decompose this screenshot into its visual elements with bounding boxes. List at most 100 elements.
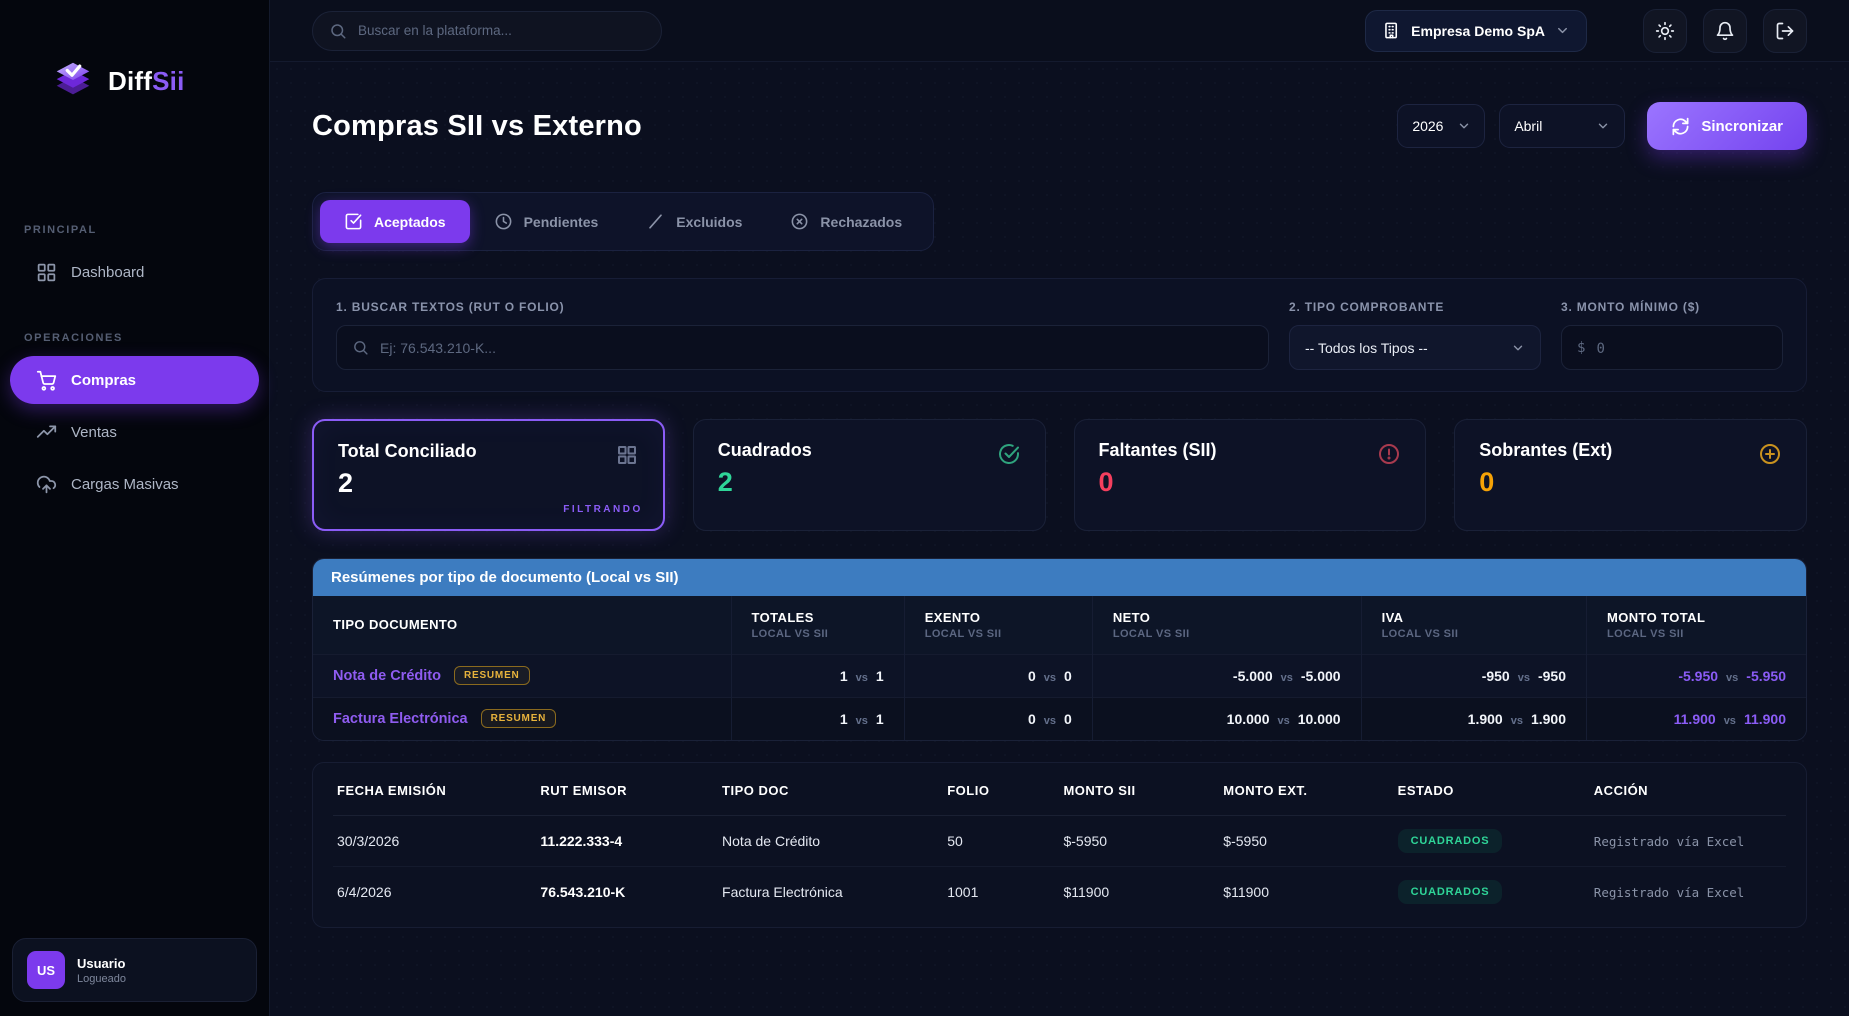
summary-row: Factura Electrónica RESUMEN 1 vs 1 0 vs 0 10… <box>313 697 1806 740</box>
table-row[interactable]: 30/3/2026 11.222.333-4 Nota de Crédito 5… <box>333 815 1786 866</box>
page-content: Compras SII vs Externo 2026 Abril Sincro… <box>270 62 1849 1016</box>
vs-label: vs <box>1043 714 1057 727</box>
value-sii: 11.900 <box>1743 710 1786 727</box>
chevron-down-icon <box>1511 341 1525 355</box>
value-sii: -5.950 <box>1746 667 1786 684</box>
cell-folio: 50 <box>947 832 963 849</box>
filter-amount-label: 3. MONTO MÍNIMO ($) <box>1561 300 1700 314</box>
logout-button[interactable] <box>1763 8 1807 53</box>
dashboard-grid-icon <box>36 262 57 283</box>
vs-label: vs <box>855 714 868 727</box>
check-square-icon <box>344 212 363 231</box>
month-value: Abril <box>1514 118 1543 134</box>
documents-table-panel: FECHA EMISIÓN RUT EMISOR TIPO DOC FOLIO … <box>312 762 1807 928</box>
col-header-monto-total: MONTO TOTAL LOCAL VS SII <box>1586 596 1806 654</box>
value-local: -950 <box>1481 667 1510 684</box>
user-card[interactable]: US Usuario Logueado <box>12 938 257 1002</box>
sidebar-item-label: Cargas Masivas <box>71 475 179 493</box>
value-local: -5.000 <box>1232 667 1273 684</box>
cell-rut: 11.222.333-4 <box>540 832 623 849</box>
resumen-badge[interactable]: RESUMEN <box>480 709 557 729</box>
month-select[interactable]: Abril <box>1499 104 1626 148</box>
tab-aceptados[interactable]: Aceptados <box>320 200 470 243</box>
value-sii: -5.000 <box>1300 667 1341 684</box>
value-sii: 0 <box>1064 667 1072 684</box>
cell-monto-sii: $11900 <box>1059 865 1220 917</box>
cell-accion: Registrado vía Excel <box>1593 833 1745 849</box>
value-local: 0 <box>1027 710 1036 727</box>
notifications-button[interactable] <box>1703 8 1747 53</box>
avatar: US <box>27 951 65 989</box>
value-sii: 1.900 <box>1530 710 1566 727</box>
company-selector[interactable]: Empresa Demo SpA <box>1365 9 1587 52</box>
stat-value: 0 <box>1098 467 1114 497</box>
stat-label: Total Conciliado <box>338 441 477 461</box>
vs-label: vs <box>1726 671 1739 684</box>
vs-label: vs <box>1510 714 1523 727</box>
stat-value: 2 <box>338 468 354 498</box>
stat-card-total-conciliado[interactable]: Total Conciliado 2 FILTRANDO <box>312 419 665 531</box>
vs-label: vs <box>1517 671 1530 684</box>
value-local: 1 <box>839 710 848 727</box>
filter-type: 2. TIPO COMPROBANTE -- Todos los Tipos -… <box>1289 300 1541 370</box>
col-header-iva: IVA LOCAL VS SII <box>1360 596 1587 654</box>
global-search-input[interactable] <box>358 23 645 38</box>
col-header-accion: ACCIÓN <box>1589 767 1786 816</box>
resumen-badge[interactable]: RESUMEN <box>453 666 530 685</box>
search-icon <box>352 339 369 356</box>
grid-icon <box>615 443 639 467</box>
topbar: Empresa Demo SpA <box>270 0 1849 62</box>
col-header-neto: NETO LOCAL VS SII <box>1091 596 1362 654</box>
x-circle-icon <box>790 212 809 231</box>
filter-type-label: 2. TIPO COMPROBANTE <box>1289 300 1445 314</box>
year-select[interactable]: 2026 <box>1397 104 1486 148</box>
check-circle-icon <box>997 442 1021 466</box>
filter-search-input[interactable] <box>380 339 1253 356</box>
stat-card-sobrantes[interactable]: Sobrantes (Ext) 0 <box>1454 419 1807 531</box>
sidebar-item-cargas-masivas[interactable]: Cargas Masivas <box>10 460 259 508</box>
tab-excluidos[interactable]: Excluidos <box>622 200 766 243</box>
sidebar-item-dashboard[interactable]: Dashboard <box>10 248 259 296</box>
filter-amount-input[interactable] <box>1596 339 1767 356</box>
chevron-down-icon <box>1457 119 1471 133</box>
stat-value: 2 <box>717 467 733 497</box>
tab-label: Rechazados <box>820 213 903 230</box>
stat-label: Sobrantes (Ext) <box>1479 440 1613 460</box>
tab-pendientes[interactable]: Pendientes <box>470 200 623 243</box>
cell-monto-ext: $-5950 <box>1223 832 1267 849</box>
sidebar-section-principal: PRINCIPAL <box>24 224 97 236</box>
stat-card-faltantes[interactable]: Faltantes (SII) 0 <box>1073 419 1427 531</box>
plus-circle-icon <box>1758 442 1782 466</box>
sync-button[interactable]: Sincronizar <box>1647 102 1807 150</box>
sidebar-item-compras[interactable]: Compras <box>10 356 259 404</box>
tab-label: Excluidos <box>676 213 743 230</box>
col-header-tipo-documento: TIPO DOCUMENTO <box>313 596 732 654</box>
tab-rechazados[interactable]: Rechazados <box>766 200 926 243</box>
table-row[interactable]: 6/4/2026 76.543.210-K Factura Electrónic… <box>333 865 1786 917</box>
value-sii: -950 <box>1537 667 1566 684</box>
theme-toggle-button[interactable] <box>1643 8 1687 53</box>
sidebar-item-label: Ventas <box>71 423 117 441</box>
value-local: -5.950 <box>1678 667 1719 684</box>
user-status: Logueado <box>77 972 126 985</box>
sidebar-item-label: Dashboard <box>71 263 145 281</box>
summary-row: Nota de Crédito RESUMEN 1 vs 1 0 vs 0 -5.000… <box>313 654 1806 697</box>
doc-type-link[interactable]: Nota de Crédito <box>333 667 441 684</box>
brand-name: DiffSii <box>108 65 185 96</box>
filter-type-select[interactable]: -- Todos los Tipos -- <box>1289 325 1541 370</box>
status-badge: CUADRADOS <box>1397 879 1503 904</box>
tab-label: Aceptados <box>374 213 446 230</box>
sidebar-item-ventas[interactable]: Ventas <box>10 408 259 456</box>
col-header-tipo-doc: TIPO DOC <box>718 767 944 816</box>
sync-label: Sincronizar <box>1701 117 1783 135</box>
documents-table: FECHA EMISIÓN RUT EMISOR TIPO DOC FOLIO … <box>333 767 1786 917</box>
global-search[interactable] <box>312 10 662 51</box>
user-name: Usuario <box>77 955 126 971</box>
bell-icon <box>1715 21 1735 41</box>
cell-folio: 1001 <box>943 865 1060 917</box>
sidebar: DiffSii PRINCIPAL Dashboard OPERACIONES … <box>0 0 270 1016</box>
status-tabs: Aceptados Pendientes Excluidos Rechazado… <box>312 192 935 251</box>
stat-card-cuadrados[interactable]: Cuadrados 2 <box>692 419 1046 531</box>
doc-type-link[interactable]: Factura Electrónica <box>333 710 468 727</box>
cell-tipo: Nota de Crédito <box>722 832 821 849</box>
